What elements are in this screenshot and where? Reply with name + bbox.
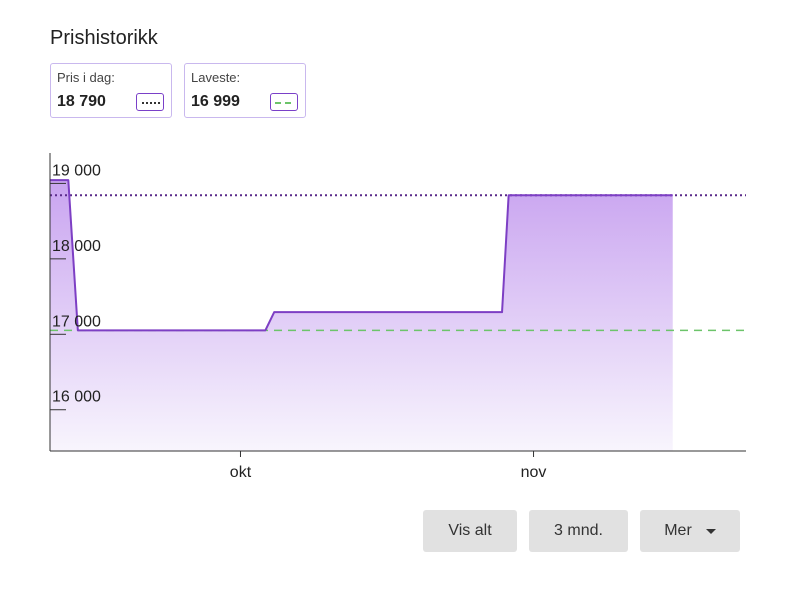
more-label: Mer — [664, 522, 692, 539]
show-all-label: Vis alt — [448, 522, 492, 539]
price-line — [50, 179, 673, 332]
y-tick-label: 17 000 — [52, 313, 101, 330]
price-today-value: 18 790 — [57, 93, 106, 110]
lowest-price-label: Laveste: — [191, 70, 241, 85]
x-tick-label: okt — [230, 464, 252, 481]
price-today-label: Pris i dag: — [57, 70, 115, 85]
page-title: Prishistorikk — [50, 27, 158, 49]
caret-down-icon — [705, 528, 716, 534]
y-tick-label: 19 000 — [52, 162, 101, 179]
three-months-label: 3 mnd. — [554, 522, 603, 539]
price-today-card: Pris i dag: 18 790 — [50, 63, 172, 118]
y-tick-label: 18 000 — [52, 238, 101, 255]
dotted-line-legend-icon — [136, 93, 164, 111]
lowest-price-card: Laveste: 16 999 — [184, 63, 306, 118]
three-months-button[interactable]: 3 mnd. — [529, 510, 628, 552]
y-tick-label: 16 000 — [52, 389, 101, 406]
more-dropdown-button[interactable]: Mer — [640, 510, 740, 552]
lowest-price-value: 16 999 — [191, 93, 240, 110]
dashed-line-legend-icon — [270, 93, 298, 111]
x-tick-label: nov — [521, 464, 547, 481]
price-area — [50, 180, 673, 452]
show-all-button[interactable]: Vis alt — [423, 510, 517, 552]
